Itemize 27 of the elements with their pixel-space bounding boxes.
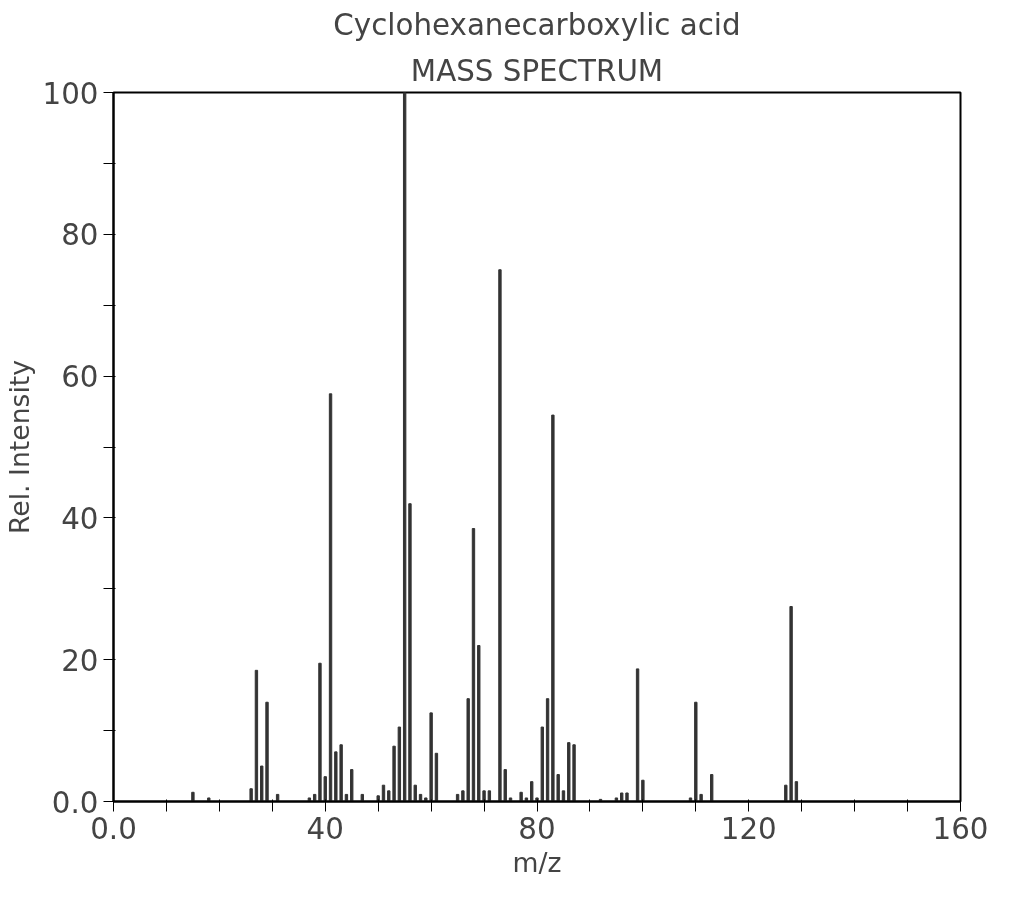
bar <box>360 793 364 802</box>
bar <box>191 791 195 802</box>
bar <box>524 797 529 802</box>
bar <box>307 797 312 802</box>
x-axis-title: m/z <box>512 846 562 878</box>
bar <box>207 797 211 802</box>
bar <box>710 774 714 802</box>
bar <box>249 788 253 802</box>
y-tick-label: 20 <box>61 643 99 678</box>
bar <box>519 791 523 802</box>
chart-title: Cyclohexanecarboxylic acid <box>333 7 741 42</box>
bar <box>350 769 354 802</box>
y-tick-label: 40 <box>61 501 99 536</box>
x-tick-label: 40 <box>306 811 344 846</box>
chart-subtitle: MASS SPECTRUM <box>410 53 664 88</box>
bar <box>688 797 693 802</box>
y-axis-title: Rel. Intensity <box>3 359 35 535</box>
bar <box>614 797 619 802</box>
y-tick-label: 60 <box>61 360 99 395</box>
x-tick-label: 80 <box>518 811 556 846</box>
y-tick-label: 100 <box>42 76 99 111</box>
bar <box>641 779 645 802</box>
y-tick-label: 80 <box>61 218 99 253</box>
x-tick-label: 120 <box>720 811 777 846</box>
x-tick-label: 160 <box>932 811 989 846</box>
bar <box>508 797 513 802</box>
bar <box>376 795 380 802</box>
